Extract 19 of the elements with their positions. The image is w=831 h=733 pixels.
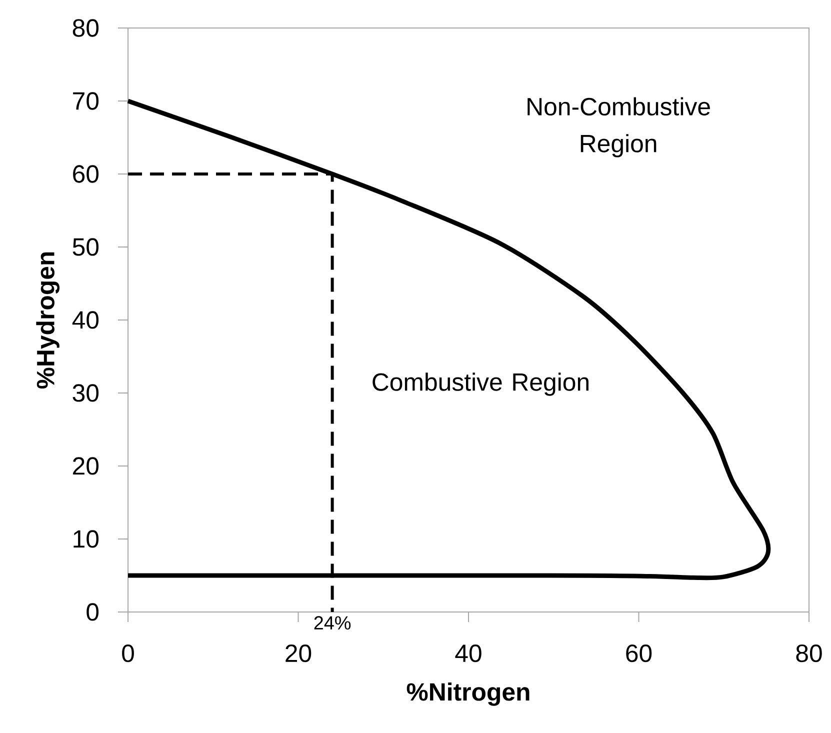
x-tick-label: 0 (122, 644, 134, 662)
annotation: Non-Combustive Region (528, 97, 710, 158)
annotation: 24% (314, 616, 351, 630)
y-tick-label: 70 (73, 92, 99, 110)
x-tick-label: 40 (455, 644, 482, 662)
x-tick-label: 60 (626, 644, 652, 662)
x-tick-label: 80 (796, 644, 822, 662)
x-axis-title: %Nitrogen (406, 682, 530, 706)
x-tick-label: 20 (286, 644, 312, 662)
y-tick-label: 30 (72, 384, 99, 402)
y-tick-label: 80 (72, 19, 99, 37)
y-tick-label: 20 (73, 457, 99, 475)
y-tick-label: 0 (86, 603, 99, 621)
y-tick-label: 10 (74, 530, 99, 548)
y-tick-label: 50 (72, 238, 99, 256)
y-tick-label: 60 (73, 165, 99, 183)
y-axis-title: %Hydrogen (36, 252, 60, 389)
y-tick-label: 40 (72, 311, 99, 329)
annotation: Combustive Region (372, 372, 588, 396)
